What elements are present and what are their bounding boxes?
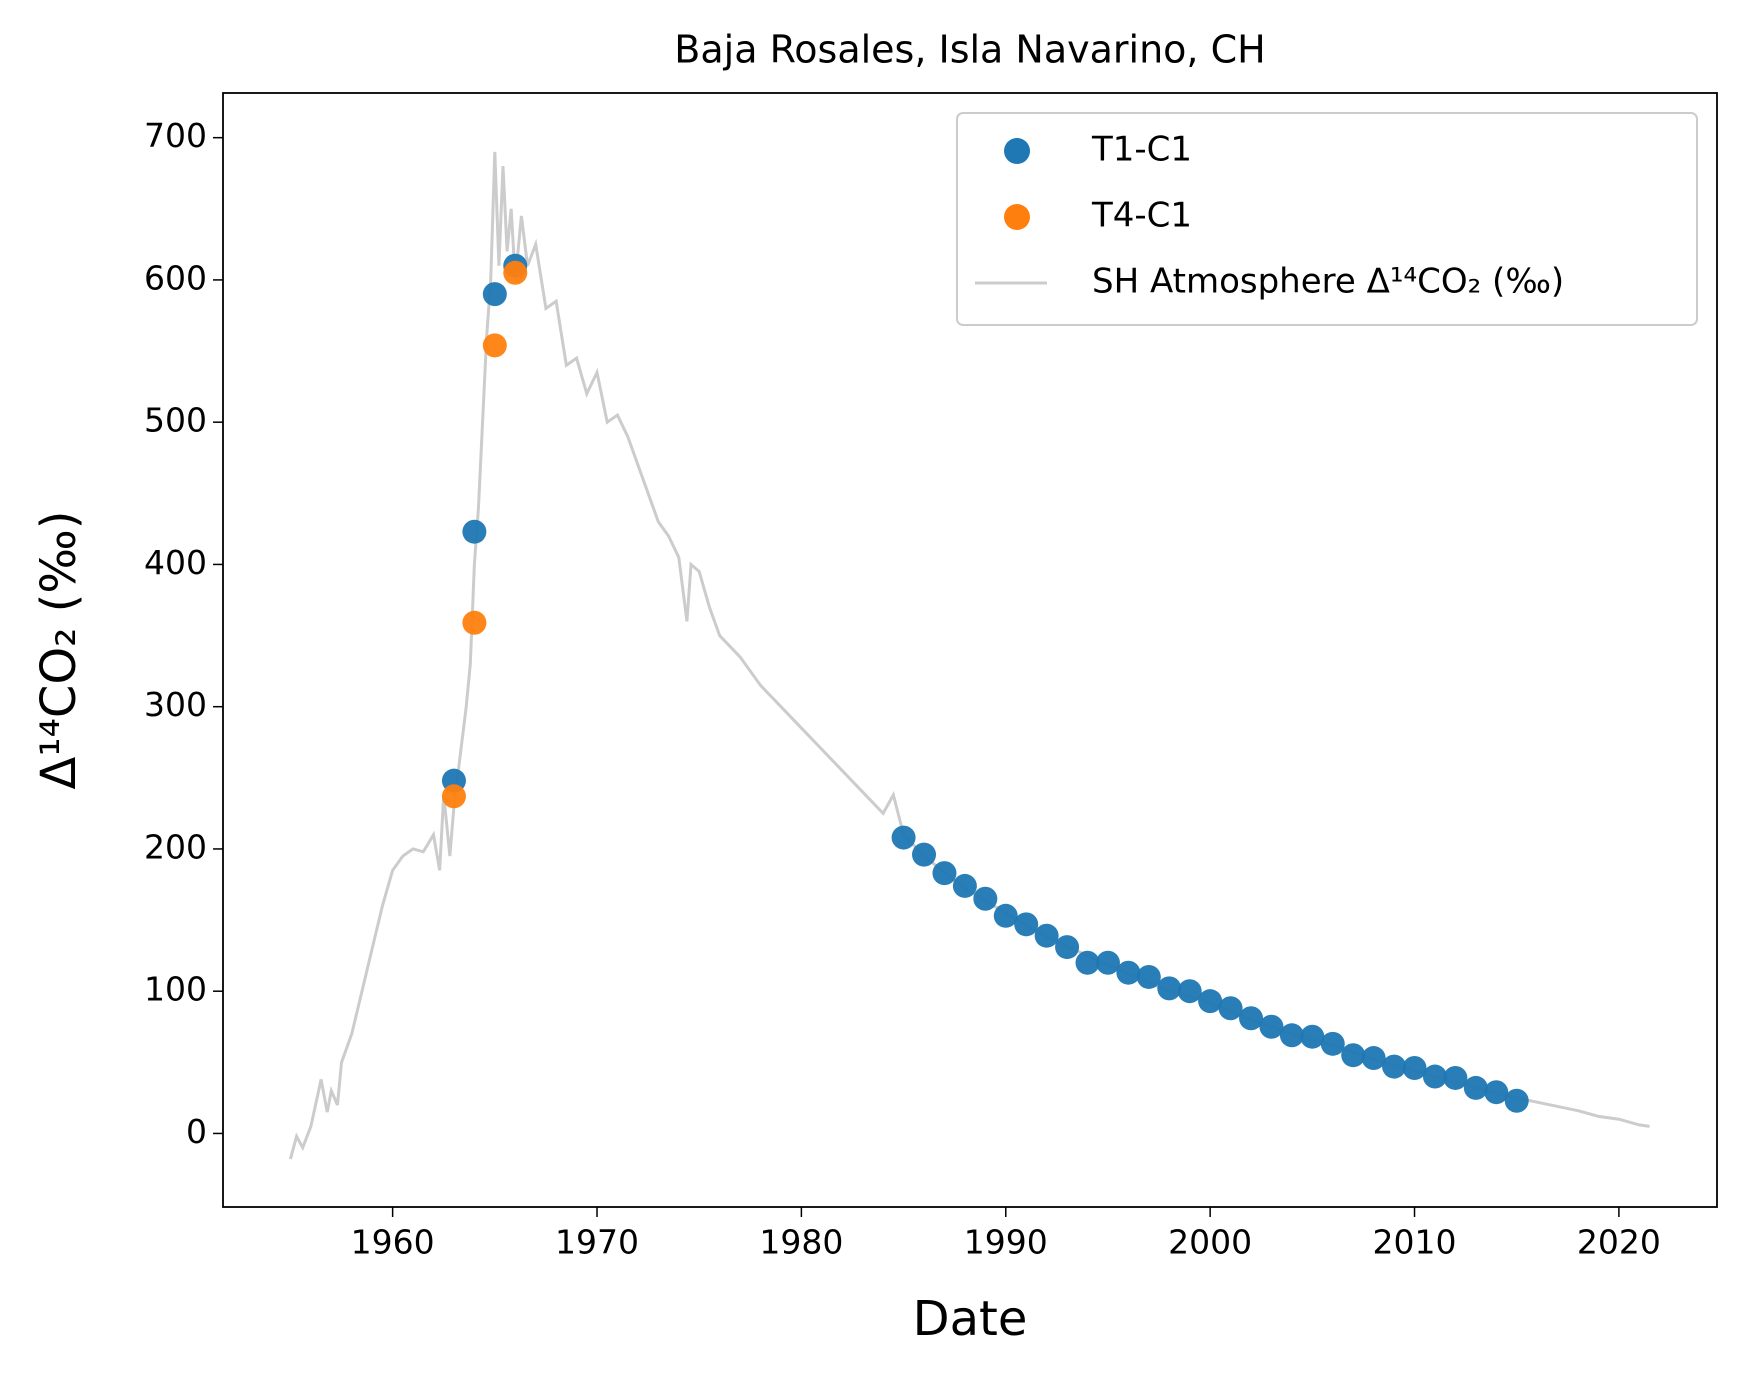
legend-label: T1-C1 <box>1091 130 1192 170</box>
scatter-point <box>993 903 1018 928</box>
chart-title: Baja Rosales, Isla Navarino, CH <box>674 28 1265 72</box>
scatter-point <box>1055 935 1080 960</box>
scatter-point <box>1075 950 1100 975</box>
x-axis-label: Date <box>913 1291 1028 1347</box>
scatter-point <box>1177 979 1202 1004</box>
y-axis-label: Δ¹⁴CO₂ (‰) <box>31 511 87 790</box>
legend-marker <box>1004 204 1030 230</box>
scatter-point <box>1116 960 1141 985</box>
x-tick-label: 1960 <box>351 1223 435 1262</box>
scatter-point <box>891 825 916 850</box>
scatter-point <box>1361 1046 1386 1071</box>
scatter-point <box>1136 964 1161 989</box>
scatter-point <box>462 519 487 544</box>
x-tick-label: 2000 <box>1168 1223 1252 1262</box>
scatter-point <box>1198 989 1223 1014</box>
scatter-point <box>1157 976 1182 1001</box>
scatter-point <box>1484 1080 1509 1105</box>
legend-box <box>956 112 1698 326</box>
scatter-point <box>1382 1054 1407 1079</box>
scatter-point <box>1259 1014 1284 1039</box>
scatter-point <box>1218 996 1243 1021</box>
scatter-point <box>912 842 937 867</box>
scatter-point <box>973 886 998 911</box>
x-tick-label: 2010 <box>1373 1223 1457 1262</box>
scatter-point <box>1341 1043 1366 1068</box>
x-tick-label: 1970 <box>555 1223 639 1262</box>
y-tick-label: 0 <box>186 1112 207 1151</box>
scatter-point <box>1422 1064 1447 1089</box>
scatter-point <box>1014 912 1039 937</box>
scatter-point <box>1034 923 1059 948</box>
scatter-point <box>952 873 977 898</box>
scatter-point <box>1300 1024 1325 1049</box>
x-tick-label: 1990 <box>964 1223 1048 1262</box>
scatter-point <box>1320 1031 1345 1056</box>
scatter-point <box>1443 1065 1468 1090</box>
scatter-point <box>1402 1056 1427 1081</box>
y-tick-label: 500 <box>144 401 207 440</box>
legend-marker <box>1004 138 1030 164</box>
scatter-point <box>1504 1088 1529 1113</box>
y-tick-label: 700 <box>144 116 207 155</box>
scatter-point <box>503 260 528 285</box>
y-tick-label: 100 <box>144 970 207 1009</box>
scatter-point <box>1239 1006 1264 1031</box>
scatter-point <box>482 282 507 307</box>
scatter-point <box>462 610 487 635</box>
scatter-point <box>482 333 507 358</box>
y-tick-label: 300 <box>144 685 207 724</box>
scatter-point <box>1279 1023 1304 1048</box>
x-tick-label: 2020 <box>1577 1223 1661 1262</box>
scatter-point <box>1095 950 1120 975</box>
scatter-point <box>441 784 466 809</box>
y-tick-label: 600 <box>144 258 207 297</box>
legend-label: T4-C1 <box>1091 196 1192 236</box>
legend-label: SH Atmosphere Δ¹⁴CO₂ (‰) <box>1092 262 1564 302</box>
scatter-point <box>932 861 957 886</box>
y-tick-label: 400 <box>144 543 207 582</box>
scatter-point <box>1463 1075 1488 1100</box>
plot-frame <box>222 92 1718 1208</box>
y-tick-label: 200 <box>144 827 207 866</box>
x-tick-label: 1980 <box>759 1223 843 1262</box>
